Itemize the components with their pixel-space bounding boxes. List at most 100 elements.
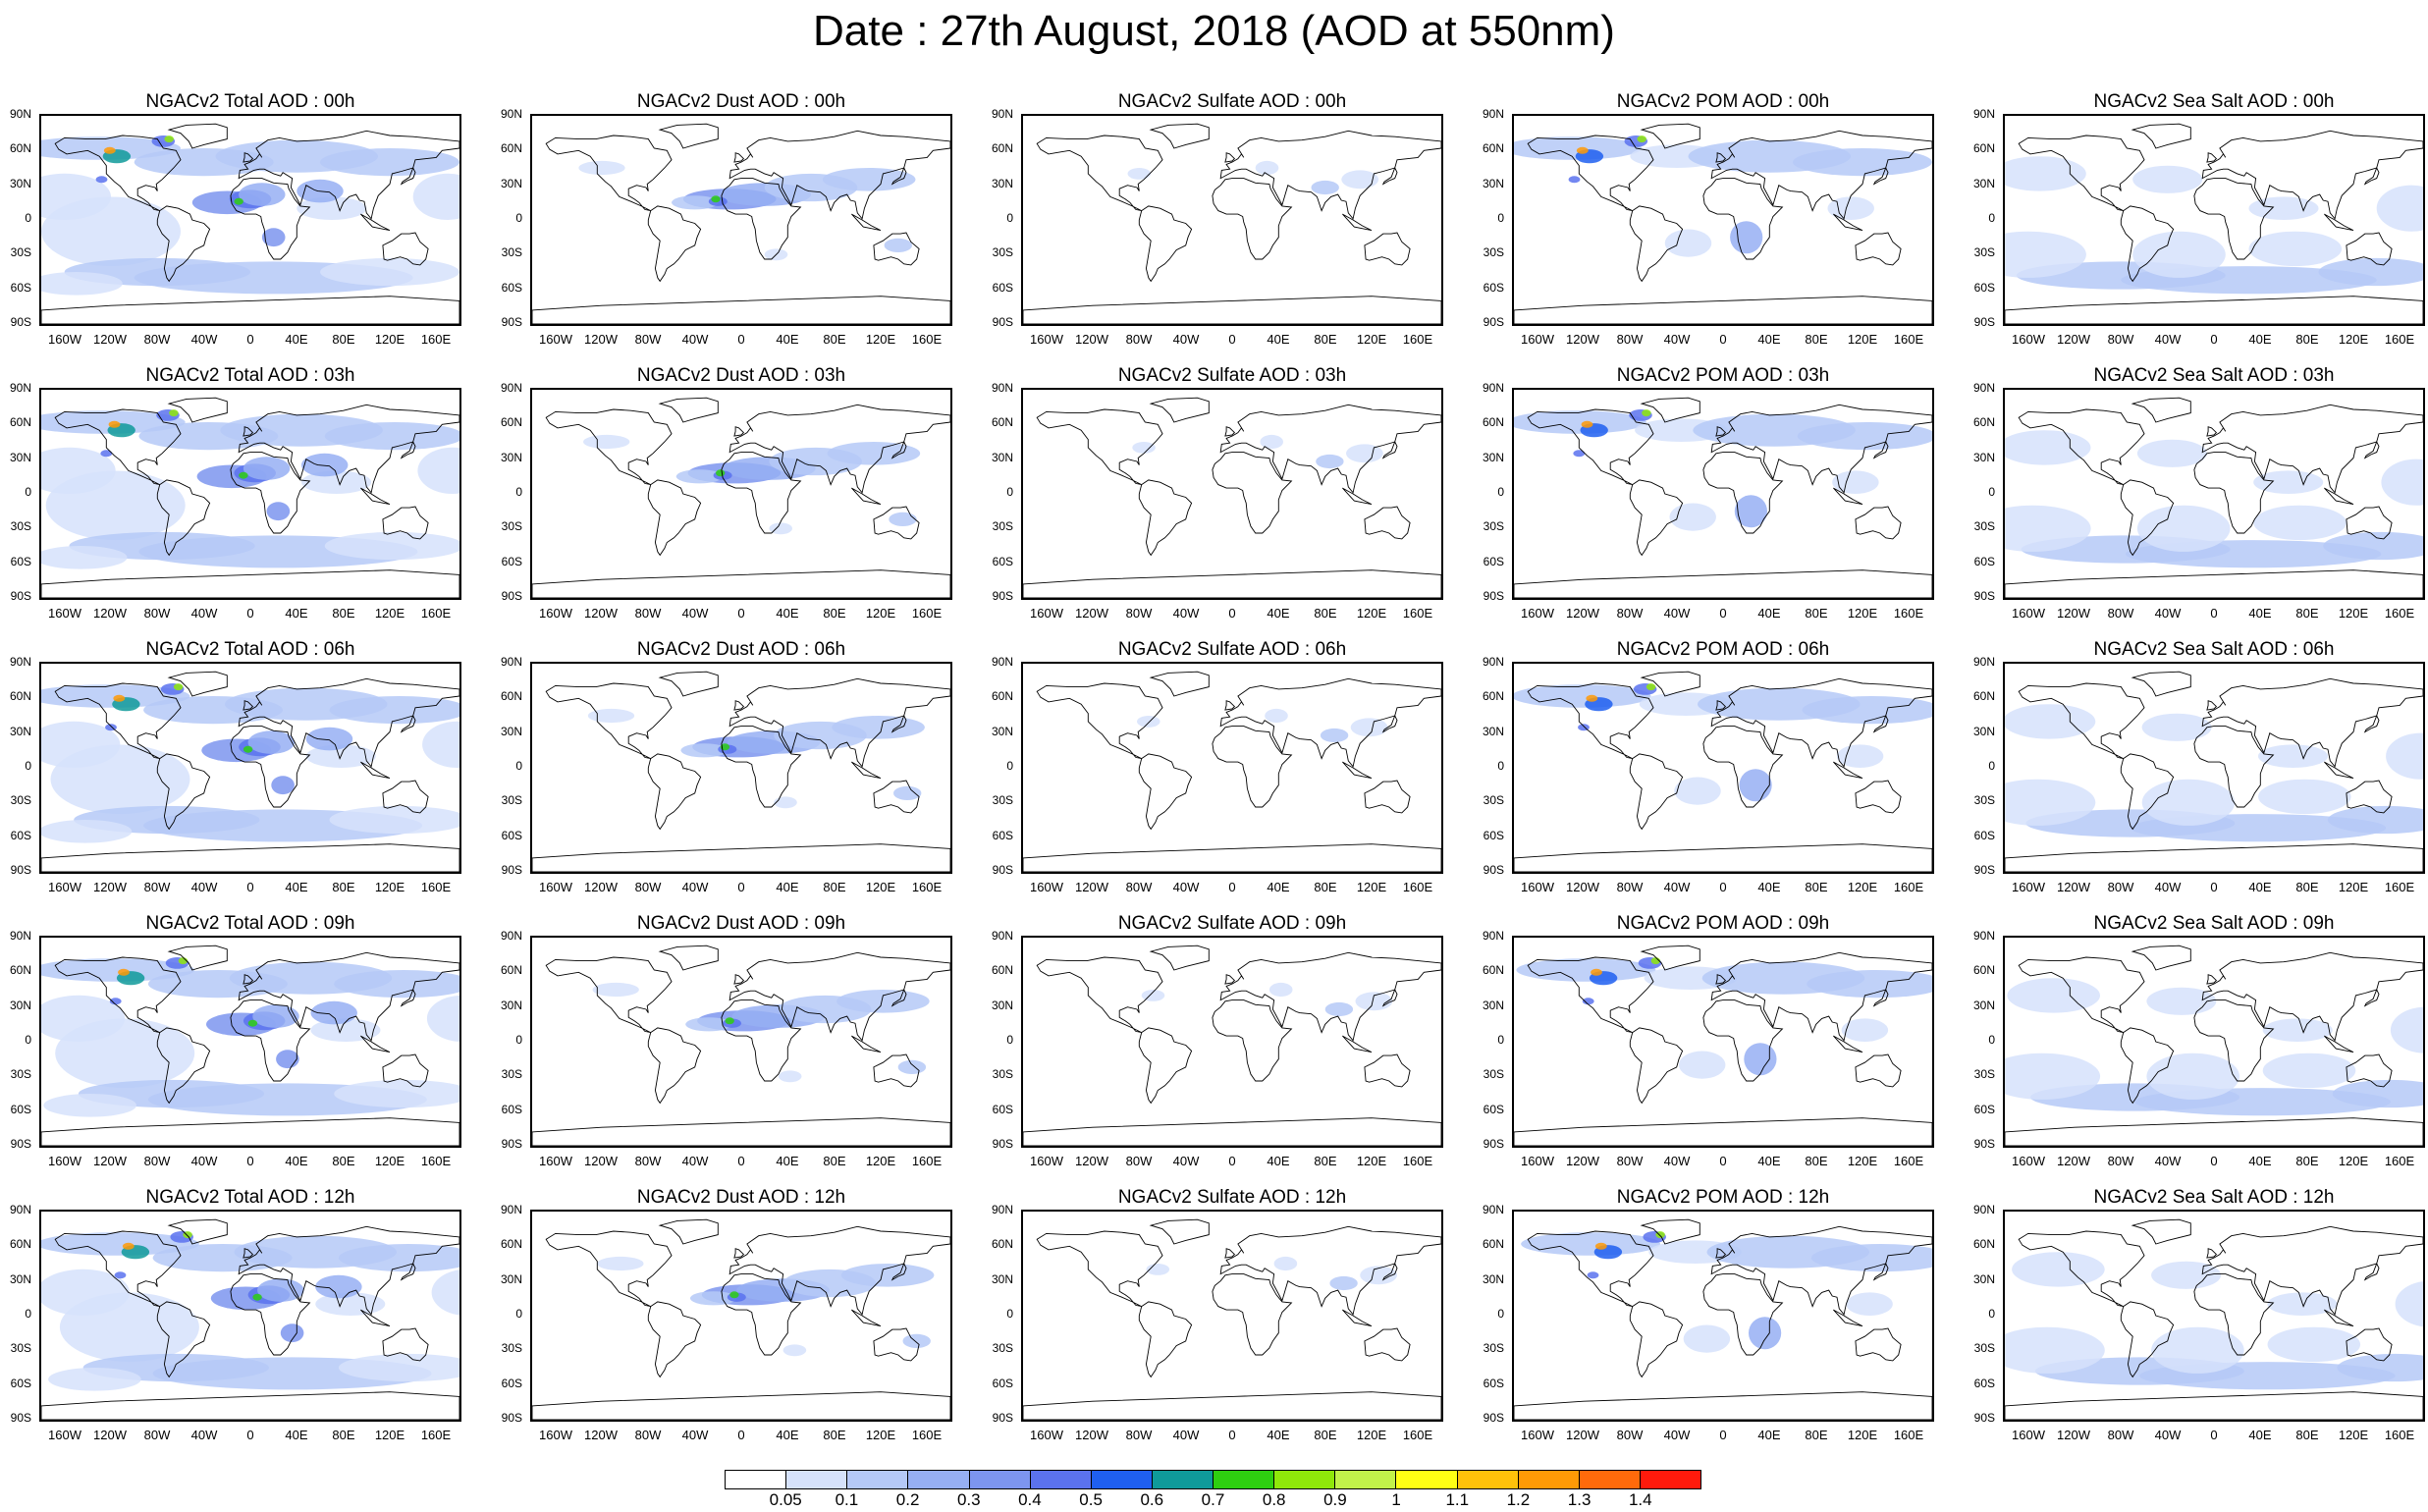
longitude-label: 120W xyxy=(1075,1154,1108,1168)
aod-field xyxy=(1836,744,1884,768)
latitude-label: 60N xyxy=(1972,415,1995,429)
coastline xyxy=(2363,988,2380,1007)
coastline xyxy=(1710,404,1932,494)
colorbar-swatch xyxy=(1457,1471,1519,1488)
longitude-label: 40E xyxy=(2248,1154,2272,1168)
coastline xyxy=(2131,945,2191,971)
coastline xyxy=(156,1301,211,1378)
aod-field xyxy=(329,696,459,725)
longitude-label: 80E xyxy=(1314,1154,1337,1168)
longitude-label: 0 xyxy=(1719,332,1727,347)
map-panel: NGACv2 Sulfate AOD : 00h 90N 60N 30N 0 30S 60S… xyxy=(992,90,1443,347)
coastline xyxy=(1872,166,1889,186)
longitude-label: 40E xyxy=(776,606,799,621)
longitude-label: 40E xyxy=(285,1428,308,1442)
aod-field xyxy=(2253,505,2347,541)
latitude-label: 0 xyxy=(1497,1033,1504,1047)
longitude-label: 80E xyxy=(823,880,846,894)
aod-field xyxy=(1807,970,1932,999)
longitude-label: 80E xyxy=(2295,880,2319,894)
aod-field xyxy=(1568,176,1581,184)
aod-field xyxy=(2151,1261,2222,1289)
latitude-label: 30N xyxy=(1482,177,1504,190)
longitude-label: 160W xyxy=(2012,606,2045,621)
longitude-label: 40W xyxy=(1663,1428,1691,1442)
latitude-label: 60N xyxy=(9,1237,31,1251)
coastline xyxy=(1527,408,1654,486)
longitude-label: 40W xyxy=(1663,880,1691,894)
map-svg xyxy=(1514,945,1932,1146)
latitude-label: 30N xyxy=(9,177,31,190)
longitude-label: 40E xyxy=(285,606,308,621)
coastline xyxy=(890,440,907,459)
longitude-label: 160W xyxy=(48,880,81,894)
coastline xyxy=(1514,1391,1932,1420)
aod-field xyxy=(1355,992,1393,1011)
aod-field xyxy=(1316,454,1344,469)
coastline xyxy=(851,487,882,506)
coastline xyxy=(54,682,182,760)
aod-field xyxy=(2005,1053,2101,1100)
aod-field xyxy=(426,995,459,1042)
latitude-label: 60N xyxy=(9,415,31,429)
longitude-label: 80W xyxy=(1616,332,1644,347)
aod-field xyxy=(1581,420,1593,428)
aod-field xyxy=(685,1017,732,1032)
coastline xyxy=(2206,1248,2218,1259)
longitude-label: 80W xyxy=(634,880,662,894)
longitude-label: 120E xyxy=(2338,880,2369,894)
coastline xyxy=(1527,956,1654,1034)
map-svg xyxy=(1514,1218,1932,1420)
latitude-label: 60N xyxy=(9,141,31,155)
coastline xyxy=(1224,974,1236,985)
coastline xyxy=(2193,1273,2275,1356)
map-panel: NGACv2 Dust AOD : 00h 90N 60N 30N 0 30S 60S 90S… xyxy=(501,90,952,347)
colorbar-swatch xyxy=(908,1471,970,1488)
longitude-label: 40W xyxy=(1663,1154,1691,1168)
latitude-label: 60N xyxy=(991,141,1013,155)
coastline xyxy=(2005,296,2423,324)
map-frame xyxy=(1021,936,1443,1148)
latitude-label: 30N xyxy=(991,999,1013,1012)
coastline xyxy=(851,761,882,780)
longitude-label: 160E xyxy=(911,332,943,347)
latitude-label: 0 xyxy=(1988,485,1995,499)
longitude-label: 160E xyxy=(420,606,452,621)
longitude-label: 0 xyxy=(246,332,254,347)
longitude-label: 80W xyxy=(1616,1154,1644,1168)
coastline xyxy=(532,296,950,324)
coastline xyxy=(1342,761,1373,780)
longitude-label: 160W xyxy=(539,332,572,347)
aod-field xyxy=(324,422,459,451)
latitude-label: 90N xyxy=(991,381,1013,395)
map-svg xyxy=(41,671,459,872)
longitude-label: 80W xyxy=(634,1428,662,1442)
aod-field xyxy=(41,196,181,267)
coastline xyxy=(1855,232,1902,266)
coastline xyxy=(2201,404,2423,494)
map-frame xyxy=(530,114,952,326)
coastline xyxy=(2005,1117,2423,1146)
coastline xyxy=(400,1262,416,1281)
longitude-label: 40W xyxy=(190,1428,218,1442)
aod-field xyxy=(50,744,190,815)
aod-field xyxy=(822,168,916,191)
longitude-label: 160E xyxy=(911,606,943,621)
coastline xyxy=(2363,714,2380,733)
coastline xyxy=(1527,1230,1654,1308)
aod-field xyxy=(725,1017,734,1025)
latitude-label: 90N xyxy=(1972,1203,1995,1216)
coastline xyxy=(532,843,950,872)
latitude-label: 30S xyxy=(1483,519,1504,533)
longitude-label: 120E xyxy=(1847,1154,1878,1168)
latitude-label: 30N xyxy=(1972,999,1995,1012)
longitude-label: 40W xyxy=(1172,1428,1200,1442)
aod-field xyxy=(2005,430,2091,465)
coastline xyxy=(238,677,459,768)
panel-title: NGACv2 Sea Salt AOD : 03h xyxy=(2093,365,2335,386)
coastline xyxy=(1138,753,1193,831)
longitude-label: 120W xyxy=(1075,332,1108,347)
aod-field xyxy=(95,176,108,184)
aod-field xyxy=(1739,769,1772,802)
aod-field xyxy=(41,546,128,569)
